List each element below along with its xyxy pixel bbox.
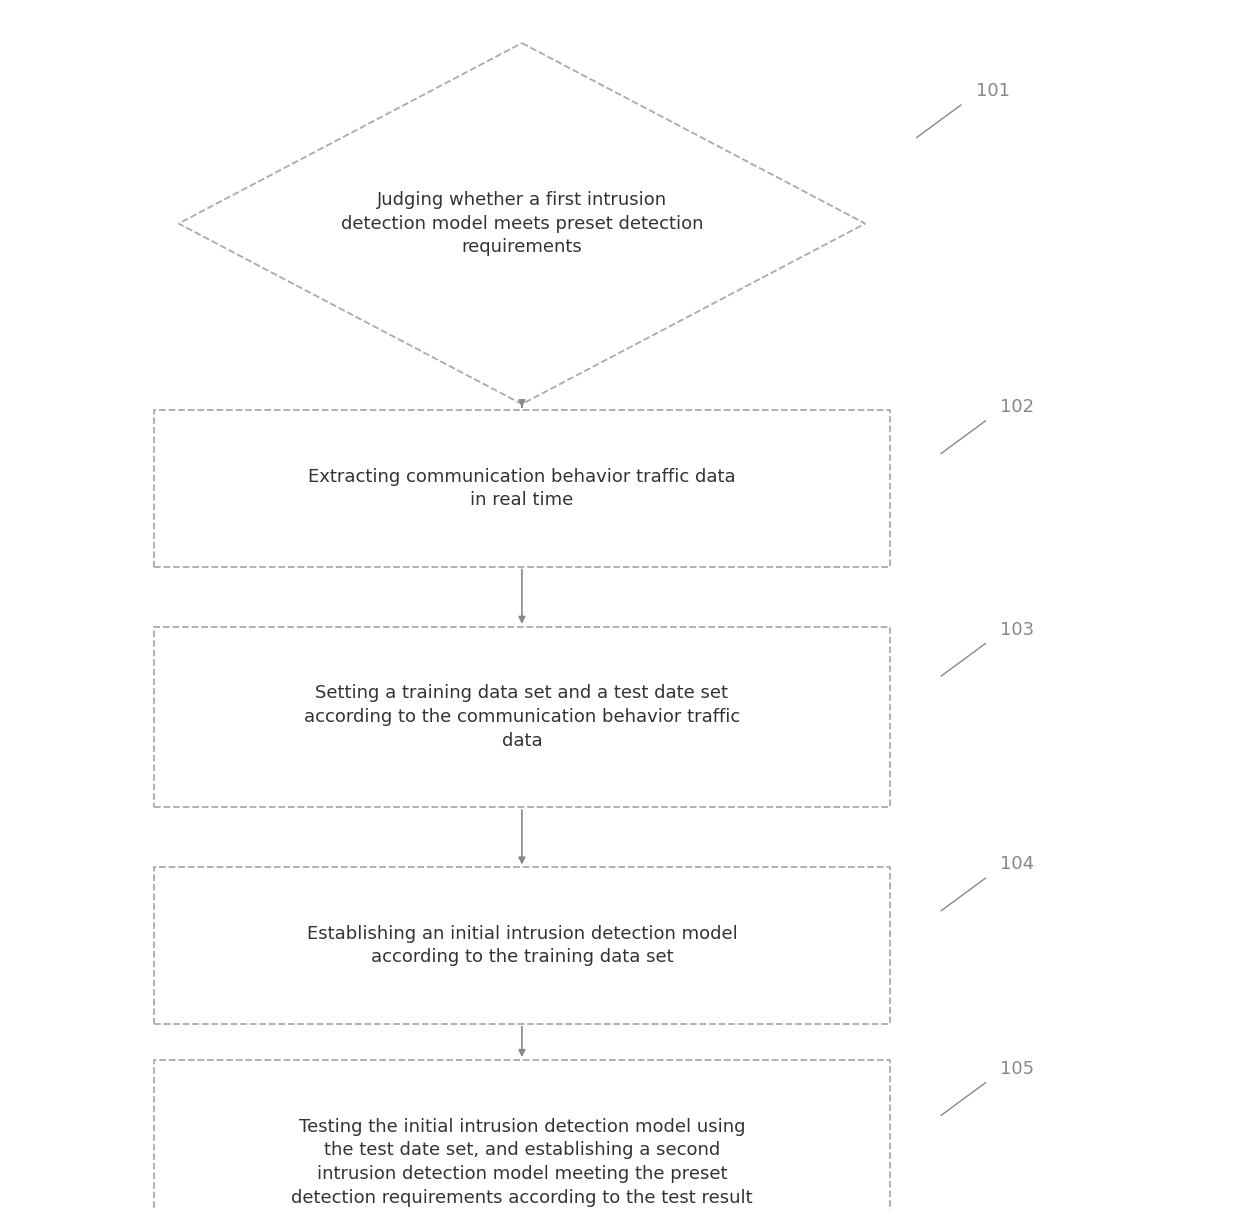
- Text: 105: 105: [1001, 1060, 1034, 1078]
- Text: 103: 103: [1001, 621, 1034, 639]
- FancyBboxPatch shape: [154, 410, 890, 567]
- Text: Setting a training data set and a test date set
according to the communication b: Setting a training data set and a test d…: [304, 684, 740, 749]
- Text: 102: 102: [1001, 398, 1034, 416]
- Text: Extracting communication behavior traffic data
in real time: Extracting communication behavior traffi…: [308, 468, 735, 509]
- FancyBboxPatch shape: [154, 627, 890, 807]
- Text: Judging whether a first intrusion
detection model meets preset detection
require: Judging whether a first intrusion detect…: [341, 191, 703, 256]
- FancyBboxPatch shape: [154, 868, 890, 1023]
- FancyBboxPatch shape: [154, 1060, 890, 1224]
- Text: Testing the initial intrusion detection model using
the test date set, and estab: Testing the initial intrusion detection …: [291, 1118, 753, 1207]
- Polygon shape: [179, 43, 866, 404]
- Text: 104: 104: [1001, 856, 1034, 874]
- Text: 101: 101: [976, 82, 1009, 100]
- Text: Establishing an initial intrusion detection model
according to the training data: Establishing an initial intrusion detect…: [306, 925, 738, 967]
